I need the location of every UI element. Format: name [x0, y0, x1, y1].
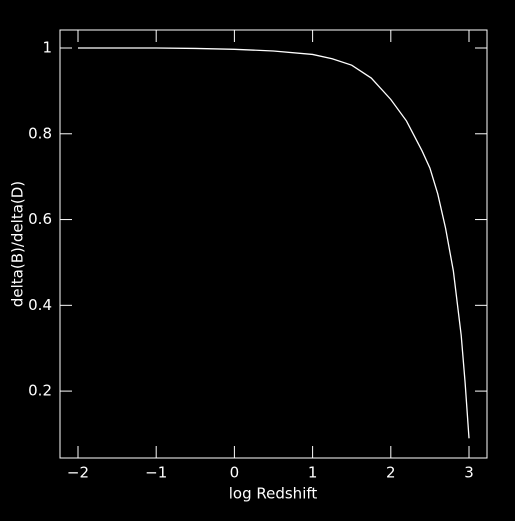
x-axis-label: log Redshift	[229, 485, 318, 503]
y-tick-label: 0.6	[28, 210, 52, 228]
y-tick-label: 0.8	[28, 124, 52, 142]
x-tick-label: 1	[308, 464, 318, 482]
x-tick-label: −1	[145, 464, 167, 482]
plot-frame	[59, 29, 488, 459]
x-tick-label: 0	[230, 464, 240, 482]
y-tick-label: 1	[42, 39, 52, 57]
x-tick-label: 3	[464, 464, 474, 482]
x-tick-label: −2	[67, 464, 89, 482]
line	[77, 47, 470, 439]
y-tick-label: 0.4	[28, 296, 52, 314]
x-tick-label: 2	[386, 464, 396, 482]
y-axis-label: delta(B)/delta(D)	[9, 181, 27, 307]
y-tick-label: 0.2	[28, 382, 52, 400]
